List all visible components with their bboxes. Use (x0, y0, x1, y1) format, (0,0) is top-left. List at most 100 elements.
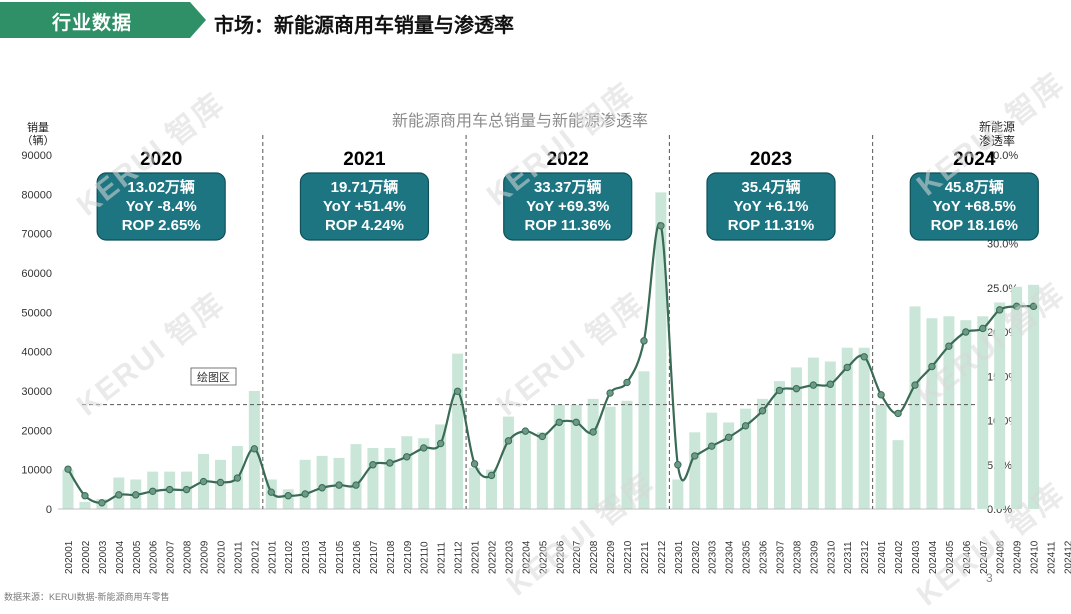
bar-202207 (570, 404, 582, 509)
bar-202001 (62, 469, 74, 509)
point-202107 (369, 461, 377, 469)
year-summary-box (299, 172, 430, 241)
bar-202310 (824, 361, 836, 509)
point-202204 (521, 427, 530, 435)
point-202309 (809, 381, 818, 389)
point-202305 (741, 422, 750, 430)
y2-tick-label: 40.0% (987, 150, 1018, 162)
x-tick-label: 202201 (471, 540, 482, 574)
year-summary-box (96, 172, 226, 241)
bar-202210 (621, 400, 633, 509)
point-202408 (996, 306, 1004, 314)
penetration-line (67, 222, 1034, 504)
point-202404 (928, 362, 936, 371)
x-tick-label: 202406 (962, 540, 973, 574)
year-sales: 45.8万辆 (945, 178, 1004, 196)
bar-202103 (299, 459, 311, 509)
bar-202408 (994, 302, 1006, 509)
x-tick-label: 202404 (928, 540, 939, 574)
year-rop: ROP 2.65% (122, 217, 201, 234)
point-202008 (182, 485, 191, 494)
point-202001 (64, 465, 72, 473)
point-202110 (420, 444, 428, 452)
bar-202407 (977, 316, 989, 509)
year-yoy: YoY +69.3% (526, 198, 609, 215)
x-tick-label: 202009 (200, 540, 211, 574)
bar-202108 (384, 448, 396, 509)
bar-202109 (401, 436, 413, 509)
bar-202203 (502, 416, 514, 509)
point-202006 (149, 487, 157, 495)
bar-202211 (638, 371, 650, 509)
point-202010 (216, 478, 225, 487)
x-tick-label: 202002 (81, 540, 92, 574)
bar-202307 (773, 381, 785, 509)
x-tick-label: 202412 (1063, 540, 1071, 574)
point-202311 (843, 363, 851, 372)
x-tick-label: 202112 (454, 541, 465, 574)
bar-202110 (418, 438, 430, 509)
x-tick-label: 202102 (284, 540, 295, 574)
x-tick-label: 202106 (352, 540, 363, 574)
year-label-2022: 2022 (547, 149, 589, 170)
bar-202106 (350, 444, 362, 509)
x-tick-label: 202103 (301, 540, 312, 574)
y-tick-label: 40000 (21, 347, 52, 359)
page-number: 3 (986, 571, 993, 585)
point-202105 (335, 481, 343, 489)
y-axis-label: （辆） (22, 133, 55, 147)
x-tick-label: 202107 (369, 540, 380, 574)
x-tick-label: 202302 (691, 540, 702, 574)
year-summary-box (706, 172, 836, 241)
point-202402 (894, 409, 902, 418)
point-202005 (132, 491, 140, 499)
x-tick-label: 202410 (1030, 540, 1041, 574)
point-202206 (555, 418, 563, 426)
chart-title: 新能源商用车总销量与新能源渗透率 (392, 112, 648, 130)
point-202202 (487, 471, 496, 480)
y2-axis-label: 新能源 (979, 119, 1015, 134)
x-tick-label: 202411 (1047, 541, 1058, 574)
y-tick-label: 0 (46, 504, 52, 516)
x-tick-label: 202301 (674, 540, 685, 574)
x-tick-label: 202402 (894, 540, 905, 574)
x-tick-label: 202110 (420, 541, 431, 574)
x-tick-label: 202012 (250, 540, 261, 574)
footer-source: 数据来源：KERUI数据-新能源商用车零售 (4, 592, 170, 602)
bar-202205 (536, 432, 548, 509)
x-tick-label: 202007 (166, 540, 177, 574)
point-202104 (318, 484, 326, 492)
x-tick-label: 202004 (115, 540, 126, 574)
x-tick-label: 202108 (386, 540, 397, 574)
x-tick-label: 202211 (640, 541, 651, 574)
x-tick-label: 202105 (335, 540, 346, 574)
point-202212 (657, 222, 665, 230)
y-axis-label: 销量 (27, 120, 49, 134)
x-tick-label: 202307 (775, 540, 786, 574)
bar-202311 (841, 347, 853, 509)
year-sales: 13.02万辆 (127, 178, 195, 196)
year-sales: 33.37万辆 (534, 178, 602, 196)
bar-202002 (79, 501, 91, 509)
x-tick-label: 202011 (233, 541, 244, 574)
x-tick-label: 202210 (623, 540, 634, 574)
point-202108 (386, 459, 394, 467)
x-tick-label: 202205 (538, 540, 549, 574)
x-tick-label: 202305 (742, 540, 753, 574)
point-202405 (945, 342, 953, 350)
y2-tick-label: 0.0% (987, 504, 1012, 516)
year-yoy: YoY +68.5% (933, 198, 1016, 215)
bar-202405 (943, 316, 955, 509)
year-rop: ROP 18.16% (931, 217, 1018, 234)
point-202109 (403, 453, 411, 461)
point-202002 (81, 492, 89, 500)
point-202112 (453, 387, 462, 395)
point-202210 (623, 378, 631, 387)
point-202407 (979, 324, 987, 333)
x-tick-label: 202408 (996, 540, 1007, 574)
point-202205 (538, 432, 547, 441)
point-202003 (98, 499, 106, 507)
bar-202312 (858, 347, 870, 509)
x-tick-label: 202403 (911, 540, 922, 574)
bar-202301 (672, 479, 684, 509)
